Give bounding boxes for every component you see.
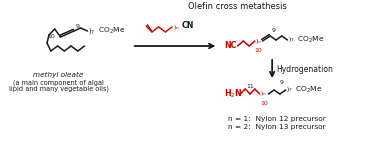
Text: (a main component of algal: (a main component of algal — [13, 79, 104, 86]
Text: 9: 9 — [271, 28, 275, 34]
Text: )$_7$: )$_7$ — [88, 25, 95, 35]
Text: 10: 10 — [260, 101, 268, 106]
Text: H$_2$N: H$_2$N — [224, 88, 242, 100]
Text: CO$_2$Me: CO$_2$Me — [295, 85, 323, 95]
Text: Olefin cross metathesis: Olefin cross metathesis — [188, 2, 287, 11]
Text: )$_n$: )$_n$ — [255, 37, 262, 45]
Text: )$_n$: )$_n$ — [173, 22, 180, 31]
Text: lipid and many vegetable oils): lipid and many vegetable oils) — [9, 85, 108, 91]
Text: 10: 10 — [255, 48, 263, 53]
Text: CO$_2$Me: CO$_2$Me — [297, 35, 325, 45]
Text: )$_7$: )$_7$ — [286, 86, 293, 94]
Text: 9: 9 — [76, 24, 80, 28]
Text: Hydrogenation: Hydrogenation — [276, 65, 333, 73]
Text: methyl oleate: methyl oleate — [33, 72, 84, 78]
Text: )$_7$: )$_7$ — [288, 35, 295, 45]
Text: NC: NC — [224, 42, 236, 51]
Text: CN: CN — [182, 21, 194, 30]
Text: n = 2:  Nylon 13 precursor: n = 2: Nylon 13 precursor — [228, 124, 325, 130]
Text: 10: 10 — [47, 34, 55, 38]
Text: n = 1:  Nylon 12 precursor: n = 1: Nylon 12 precursor — [228, 116, 325, 122]
Text: CO$_2$Me: CO$_2$Me — [98, 26, 125, 36]
Text: 11: 11 — [246, 84, 254, 89]
Text: 9: 9 — [280, 80, 284, 85]
Text: )$_n$: )$_n$ — [260, 90, 267, 98]
